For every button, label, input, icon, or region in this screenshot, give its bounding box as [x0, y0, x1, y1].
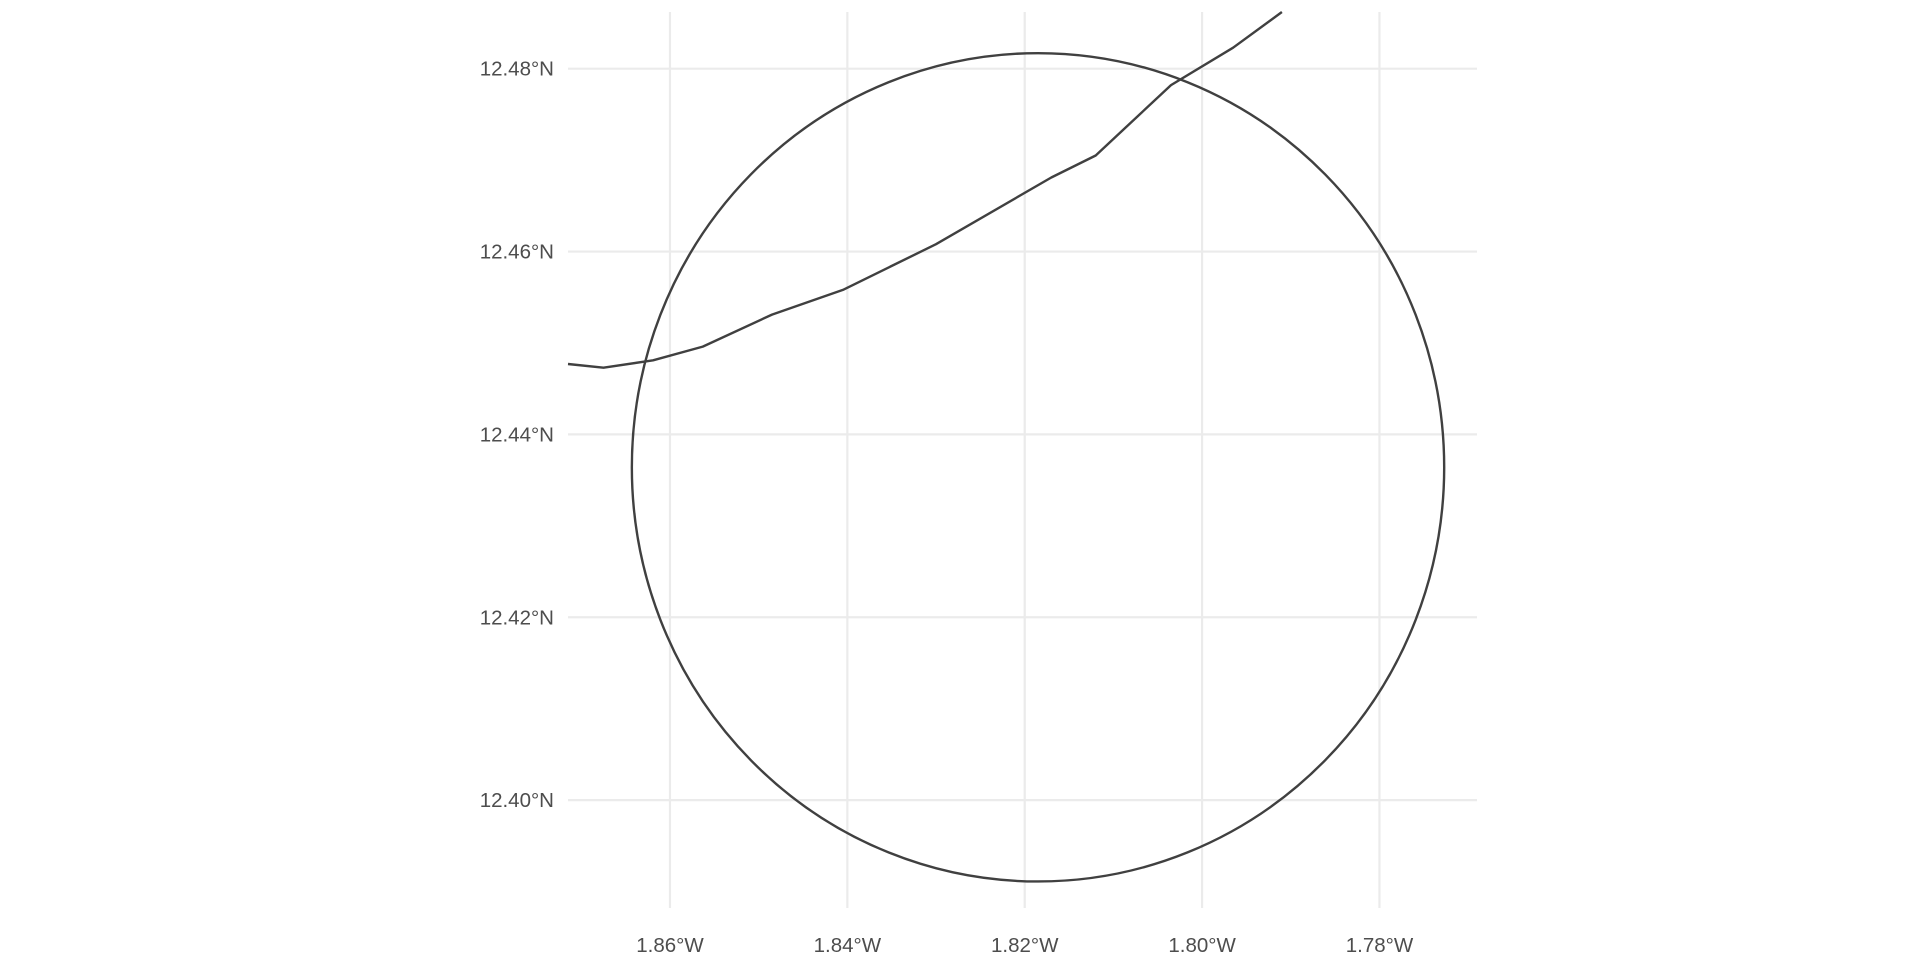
- x-axis-labels: 1.86°W 1.84°W 1.82°W 1.80°W 1.78°W: [636, 934, 1414, 957]
- x-tick-label: 1.84°W: [814, 934, 882, 957]
- y-tick-label: 12.48°N: [480, 58, 554, 81]
- map-features: [567, 11, 1446, 883]
- y-tick-label: 12.44°N: [480, 423, 554, 446]
- x-tick-label: 1.80°W: [1168, 934, 1236, 957]
- buffer-circle: [630, 52, 1446, 883]
- x-tick-label: 1.82°W: [991, 934, 1059, 957]
- y-tick-label: 12.42°N: [480, 606, 554, 629]
- x-tick-label: 1.78°W: [1346, 934, 1414, 957]
- graticule: [568, 12, 1477, 908]
- road-line: [567, 11, 1283, 369]
- x-tick-label: 1.86°W: [636, 934, 704, 957]
- y-tick-label: 12.40°N: [480, 789, 554, 812]
- y-tick-label: 12.46°N: [480, 241, 554, 264]
- y-axis-labels: 12.48°N 12.46°N 12.44°N 12.42°N 12.40°N: [480, 58, 554, 812]
